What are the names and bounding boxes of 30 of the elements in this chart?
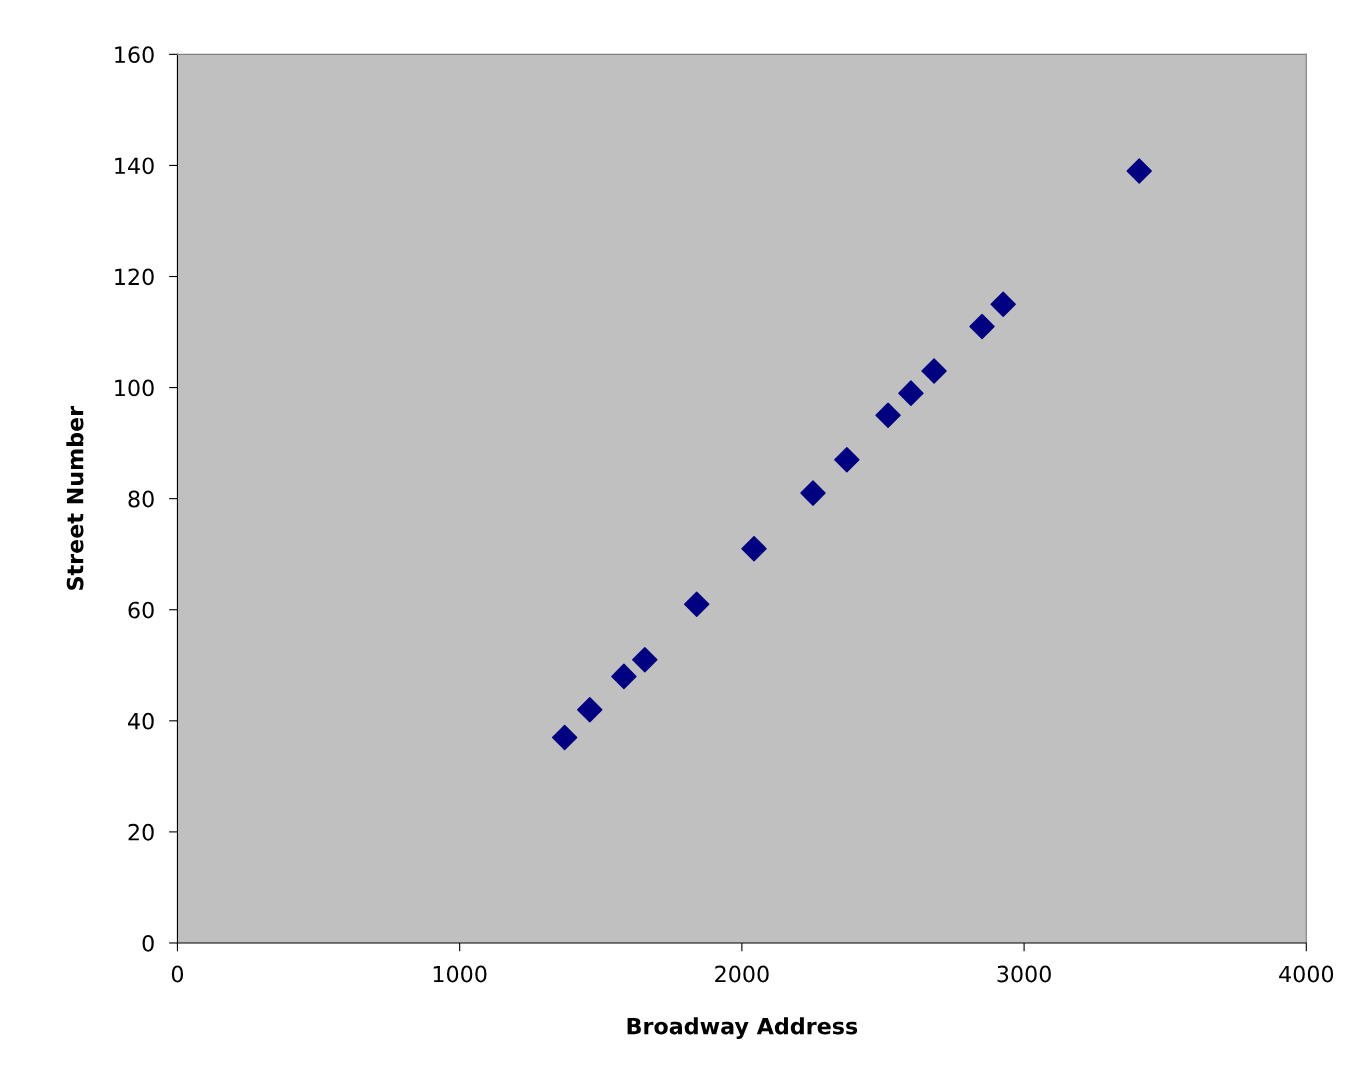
point bbox=[834, 447, 860, 473]
point bbox=[969, 313, 995, 340]
y-tick-label: 120 bbox=[115, 268, 154, 286]
point bbox=[611, 663, 637, 690]
x-tick-label: 1000 bbox=[433, 965, 487, 983]
y-tick-label: 100 bbox=[115, 379, 154, 397]
point bbox=[898, 380, 924, 406]
x-tick-label: 0 bbox=[171, 965, 184, 983]
point bbox=[1126, 158, 1152, 184]
point bbox=[577, 696, 603, 723]
y-tick-label: 60 bbox=[128, 601, 154, 619]
point bbox=[632, 647, 658, 673]
point bbox=[741, 535, 767, 562]
point bbox=[684, 591, 710, 617]
point bbox=[551, 724, 578, 751]
y-axis-title: Street Number bbox=[66, 405, 84, 590]
x-tick-label: 4000 bbox=[1279, 965, 1334, 983]
x-tick-label: 3000 bbox=[997, 965, 1051, 983]
point bbox=[990, 291, 1016, 317]
y-tick-label: 20 bbox=[128, 823, 154, 841]
y-tick-label: 160 bbox=[115, 46, 154, 64]
y-tick-label: 140 bbox=[115, 157, 154, 175]
y-tick-label: 0 bbox=[142, 934, 154, 952]
x-tick-label: 2000 bbox=[715, 965, 769, 983]
x-axis-title: Broadway Address bbox=[627, 1017, 858, 1039]
point bbox=[800, 480, 826, 506]
point bbox=[875, 402, 901, 429]
point bbox=[921, 358, 947, 384]
y-tick-label: 80 bbox=[128, 490, 154, 508]
y-tick-label: 40 bbox=[128, 712, 154, 730]
